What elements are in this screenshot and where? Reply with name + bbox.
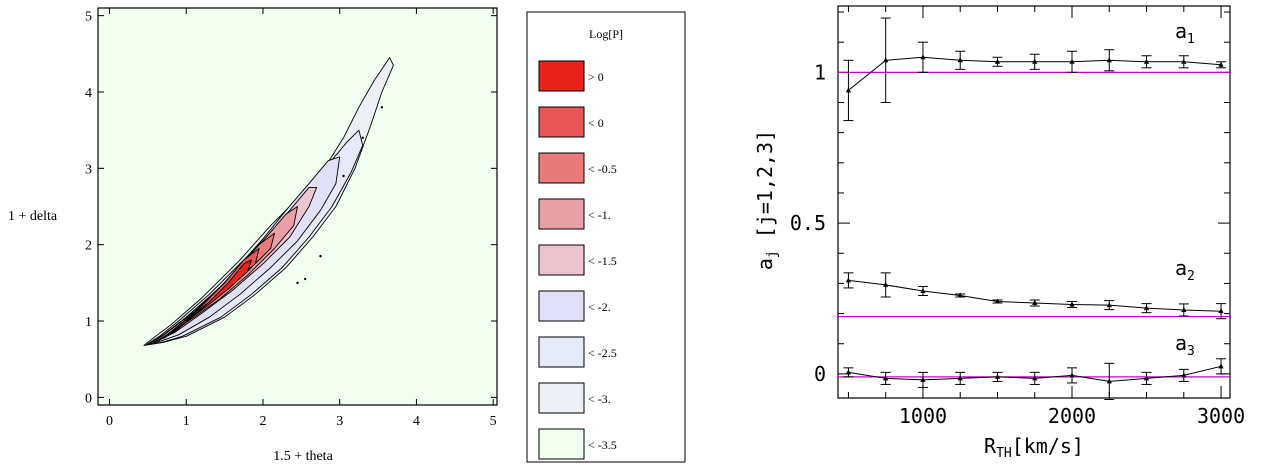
rx-tick-label-0: 1000 (899, 404, 947, 428)
y-axis-label-main: a (753, 258, 777, 270)
rx-tick-label-2: 3000 (1197, 404, 1245, 428)
y-tick-label-3: 3 (85, 162, 92, 177)
series-label-main-0: a (1175, 19, 1187, 43)
x-axis-label-sub: TH (996, 446, 1012, 461)
y-axis-label-sub: j (765, 250, 780, 258)
data-point-2-10 (1218, 363, 1223, 368)
ry-tick-label-2: 1 (814, 60, 826, 84)
x-axis-label-right: RTH[km/s] (984, 434, 1084, 461)
legend-label-6: < -2.5 (588, 346, 617, 360)
legend-label-7: < -3. (588, 392, 611, 406)
ry-tick-label-1: 0.5 (790, 211, 826, 235)
legend-label-2: < -0.5 (588, 162, 617, 176)
legend-label-1: < 0 (588, 116, 604, 130)
data-point-2-0 (846, 369, 851, 374)
data-point-0-2 (920, 54, 925, 59)
y-axis-label: 1 + delta (8, 209, 58, 224)
data-point-1-0 (846, 277, 851, 282)
legend-label-4: < -1.5 (588, 254, 617, 268)
data-point-0-7 (1107, 57, 1112, 62)
legend-swatch-6 (539, 337, 584, 367)
legend-title: Log[P] (589, 27, 623, 41)
data-point-0-5 (1032, 59, 1037, 64)
x-axis-label-rest: [km/s] (1012, 434, 1084, 458)
contour-point-3 (342, 175, 344, 177)
x-axis-label: 1.5 + theta (273, 449, 333, 464)
legend-label-0: > 0 (588, 70, 604, 84)
y-tick-label-1: 1 (85, 315, 92, 330)
legend-swatch-1 (539, 107, 584, 137)
y-tick-label-5: 5 (85, 10, 92, 25)
reference-lines (838, 72, 1230, 377)
contour-point-0 (296, 282, 298, 284)
legend-swatch-8 (539, 429, 584, 459)
legend-label-5: < -2. (588, 300, 611, 314)
y-tick-label-0: 0 (85, 391, 92, 406)
series-label-sub-1: 2 (1187, 269, 1195, 284)
x-axis-label-main: R (984, 434, 997, 458)
rx-tick-label-1: 2000 (1048, 404, 1096, 428)
series-label-0: a1 (1175, 19, 1195, 47)
x-tick-label-4: 4 (413, 414, 420, 429)
y-tick-label-4: 4 (85, 86, 92, 101)
series-label-1: a2 (1175, 256, 1195, 284)
series-label-sub-2: 3 (1187, 344, 1195, 359)
legend-label-3: < -1. (588, 208, 611, 222)
contour-point-5 (381, 106, 383, 108)
series-label-main-2: a (1175, 331, 1187, 355)
data-point-0-9 (1181, 59, 1186, 64)
right-axis-ticks: 1000 2000 3000 0 0.5 1 (790, 6, 1245, 428)
legend-swatch-5 (539, 291, 584, 321)
y-axis-label-rest: [j=1,2,3] (753, 130, 777, 250)
x-tick-label-5: 5 (490, 414, 497, 429)
x-tick-label-0: 0 (106, 414, 113, 429)
series-0: a1 (843, 18, 1226, 121)
legend-label-8: < -3.5 (588, 438, 617, 452)
legend: Log[P] > 0 < 0 < -0.5 < -1. < -1.5 < -2. < -2.… (527, 12, 685, 462)
legend-swatch-4 (539, 245, 584, 275)
x-tick-label-3: 3 (336, 414, 343, 429)
series-label-2: a3 (1175, 331, 1195, 359)
x-tick-label-1: 1 (183, 414, 190, 429)
legend-swatch-2 (539, 153, 584, 183)
series-2: a3 (843, 331, 1226, 400)
series-1: a2 (843, 256, 1226, 319)
series-line-1 (848, 280, 1221, 311)
data-point-0-0 (846, 87, 851, 92)
y-tick-label-2: 2 (85, 239, 92, 254)
contour-plot: 0 1 2 3 4 5 0 1 2 3 4 5 1.5 + theta 1 + delta (8, 8, 497, 464)
contour-point-4 (362, 137, 364, 139)
legend-swatch-0 (539, 61, 584, 91)
series-label-sub-0: 1 (1187, 32, 1195, 47)
contour-point-1 (304, 278, 306, 280)
x-tick-label-2: 2 (259, 414, 266, 429)
series-label-main-1: a (1175, 256, 1187, 280)
contour-point-2 (319, 255, 321, 257)
legend-swatch-7 (539, 383, 584, 413)
legend-swatch-3 (539, 199, 584, 229)
y-axis-label-right: aj [j=1,2,3] (753, 130, 780, 270)
ry-tick-label-0: 0 (814, 362, 826, 386)
plot-frame-right (838, 6, 1230, 398)
data-point-2-6 (1069, 372, 1074, 377)
